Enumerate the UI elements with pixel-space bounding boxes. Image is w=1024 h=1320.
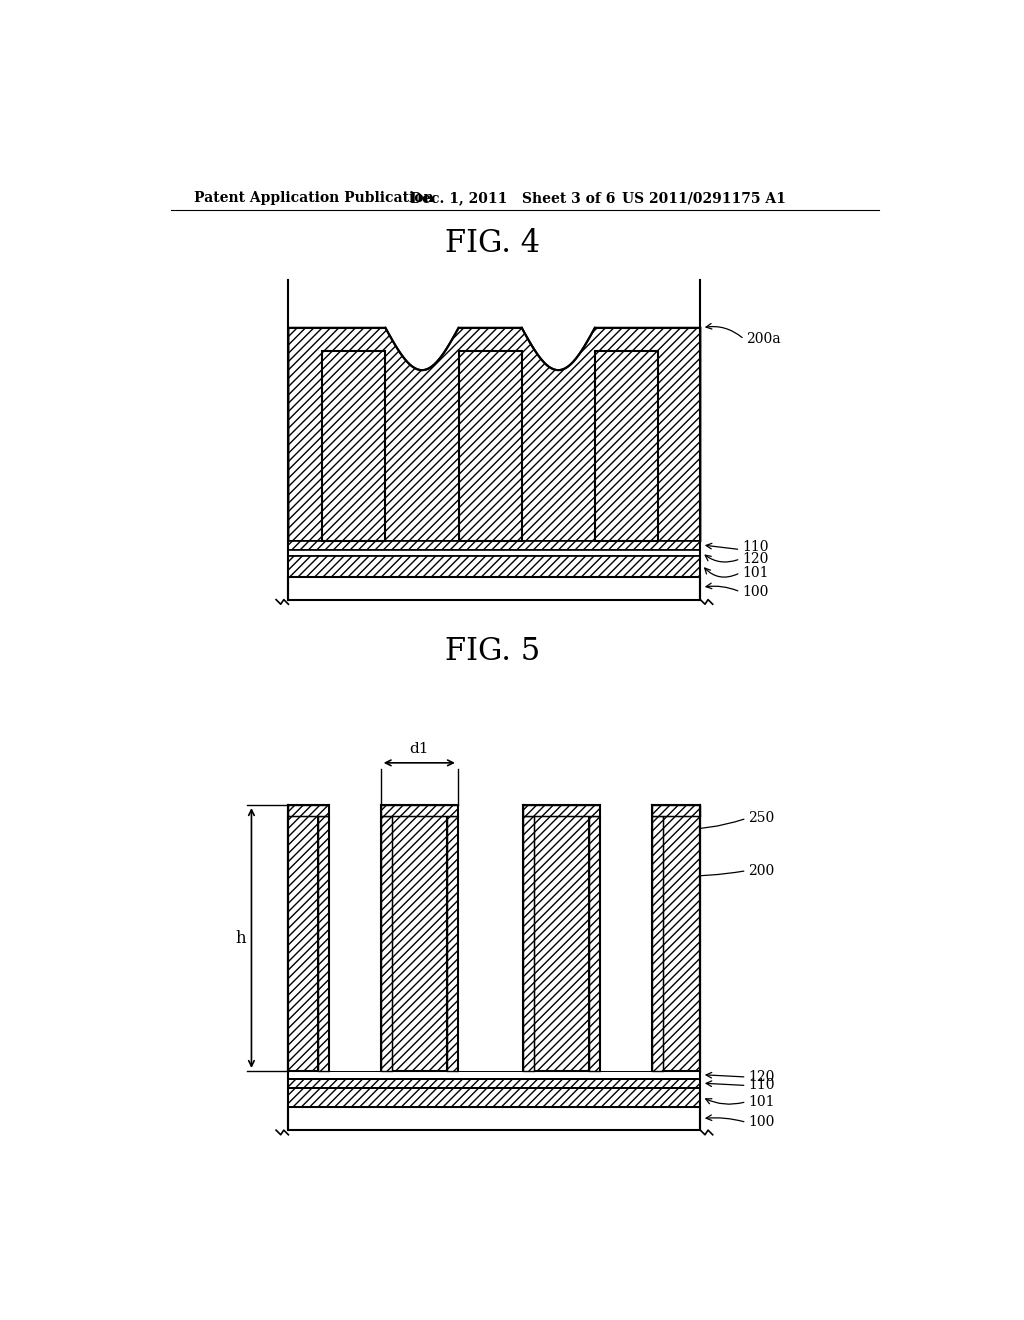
Bar bbox=[289, 541, 700, 549]
Text: 120: 120 bbox=[749, 1071, 774, 1084]
Text: Dec. 1, 2011   Sheet 3 of 6: Dec. 1, 2011 Sheet 3 of 6 bbox=[410, 191, 615, 206]
Bar bbox=[523, 816, 535, 1071]
Bar bbox=[289, 1088, 700, 1107]
Bar bbox=[318, 816, 330, 1071]
Bar bbox=[323, 351, 385, 541]
Text: 120: 120 bbox=[742, 552, 768, 566]
Text: 200a: 200a bbox=[746, 333, 781, 346]
Bar bbox=[289, 549, 700, 557]
Bar bbox=[289, 557, 700, 577]
Text: FIG. 5: FIG. 5 bbox=[444, 636, 540, 667]
Text: 103: 103 bbox=[473, 851, 500, 866]
Bar bbox=[652, 805, 700, 816]
Text: 100: 100 bbox=[749, 1115, 774, 1130]
Bar bbox=[595, 351, 658, 541]
Text: FIG. 4: FIG. 4 bbox=[445, 227, 540, 259]
Text: 100: 100 bbox=[742, 585, 768, 599]
Bar bbox=[458, 805, 523, 1071]
Bar bbox=[535, 816, 590, 1071]
Text: d1: d1 bbox=[410, 742, 429, 756]
Text: 110: 110 bbox=[742, 540, 768, 554]
Bar bbox=[289, 1080, 700, 1088]
Bar bbox=[289, 577, 700, 599]
Text: 200: 200 bbox=[749, 863, 774, 878]
Text: 101: 101 bbox=[742, 566, 768, 579]
Bar bbox=[663, 816, 700, 1071]
Bar bbox=[289, 1107, 700, 1130]
Bar bbox=[391, 816, 447, 1071]
Bar bbox=[381, 816, 391, 1071]
Bar bbox=[289, 805, 330, 816]
Text: US 2011/0291175 A1: US 2011/0291175 A1 bbox=[622, 191, 785, 206]
Bar bbox=[381, 805, 458, 816]
Text: 101: 101 bbox=[749, 1094, 774, 1109]
Text: Patent Application Publication: Patent Application Publication bbox=[194, 191, 433, 206]
Bar bbox=[289, 816, 318, 1071]
Text: 250: 250 bbox=[749, 812, 774, 825]
Bar bbox=[447, 816, 458, 1071]
Bar bbox=[459, 351, 521, 541]
Bar bbox=[330, 805, 381, 1071]
Text: h: h bbox=[236, 929, 246, 946]
Bar bbox=[523, 805, 600, 816]
Bar bbox=[590, 816, 600, 1071]
Bar bbox=[600, 805, 652, 1071]
Polygon shape bbox=[289, 327, 700, 541]
Text: 110: 110 bbox=[749, 1078, 774, 1093]
Bar bbox=[289, 1071, 700, 1080]
Bar bbox=[652, 816, 663, 1071]
